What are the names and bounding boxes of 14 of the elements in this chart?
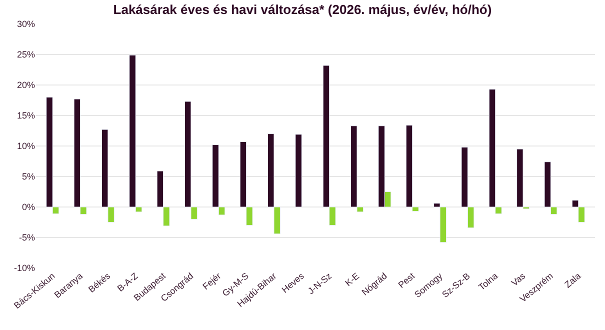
y-tick-label: -5% [18, 232, 35, 243]
y-tick-label: 5% [22, 172, 35, 182]
x-tick-label: Pest [396, 270, 417, 290]
y-tick-label: 15% [16, 110, 35, 121]
bar [295, 134, 302, 208]
y-tick-label: 0% [22, 202, 35, 212]
y-tick-label: 10% [16, 141, 35, 152]
y-tick-label: 25% [16, 50, 35, 60]
y-tick-label: 30% [16, 19, 35, 30]
y-tick-label: 20% [16, 80, 35, 90]
x-tick-label: Zala [562, 270, 583, 290]
chart-title: Lakásárak éves és havi változása* (2026. május, év/év, hó/hó) [113, 2, 492, 18]
x-tick-label: K-E [343, 270, 362, 288]
y-tick-label: -10% [14, 263, 35, 274]
